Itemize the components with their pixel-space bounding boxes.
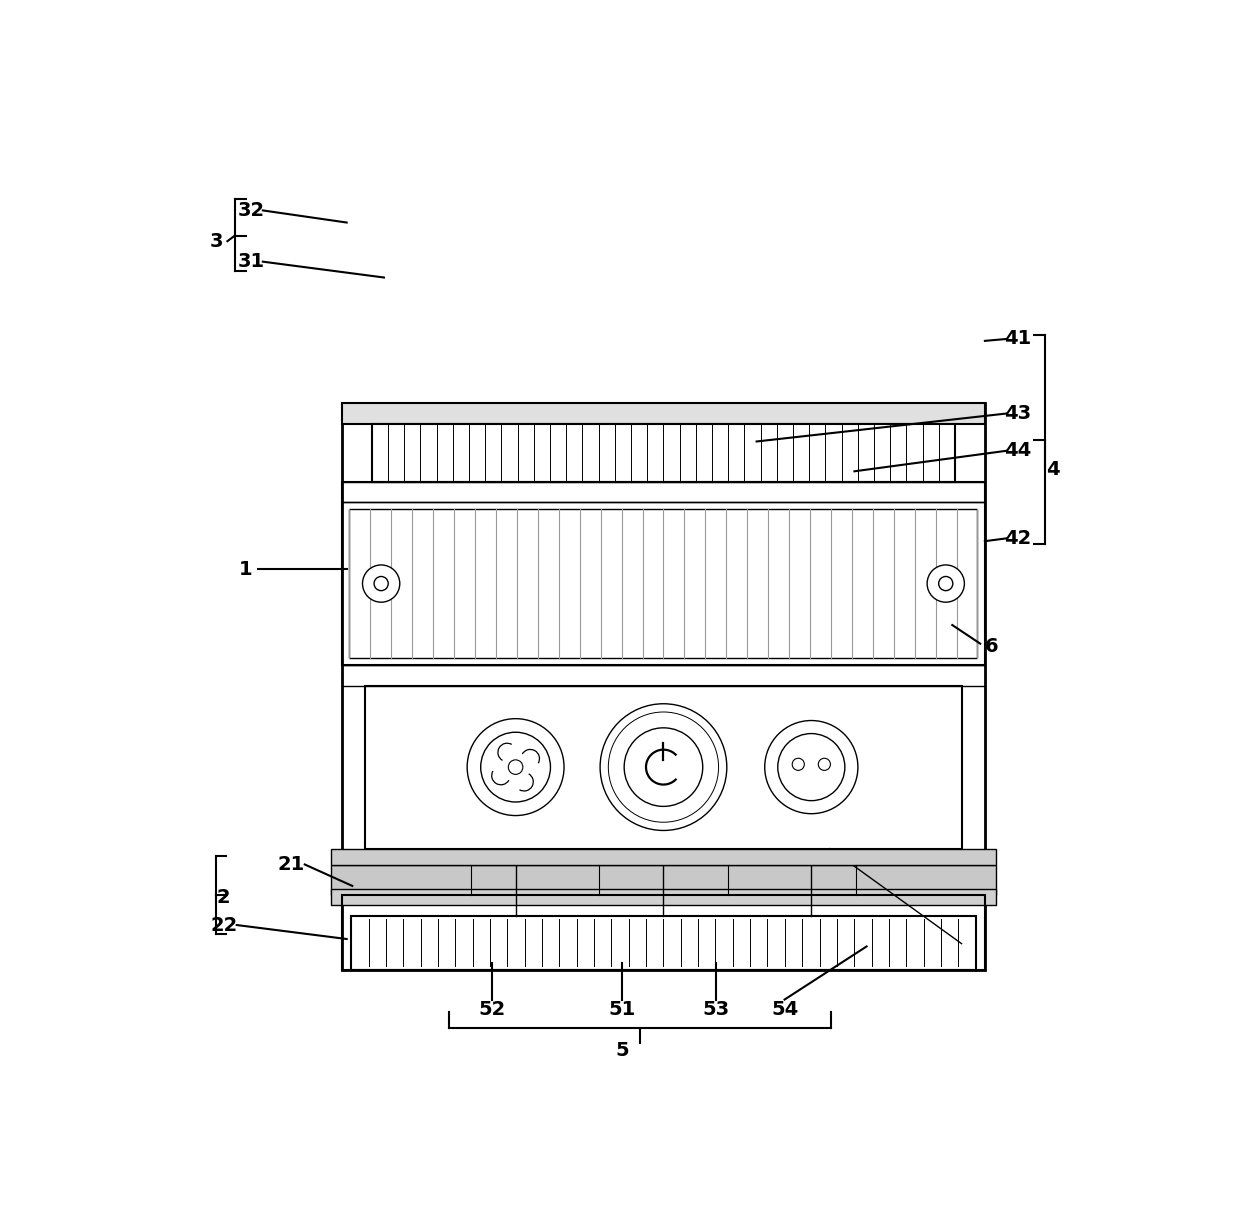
Circle shape	[818, 759, 831, 771]
Text: 5: 5	[615, 1042, 629, 1060]
Text: 1: 1	[239, 559, 253, 578]
Text: 31: 31	[238, 252, 265, 271]
Circle shape	[765, 720, 858, 813]
Bar	[342, 403, 985, 423]
Text: 43: 43	[1004, 404, 1030, 424]
Text: 6: 6	[985, 636, 998, 656]
Text: 41: 41	[1004, 329, 1032, 348]
Circle shape	[467, 719, 564, 816]
Circle shape	[928, 565, 965, 603]
Circle shape	[609, 711, 718, 823]
Circle shape	[508, 760, 523, 774]
Circle shape	[362, 565, 399, 603]
Text: 4: 4	[1047, 460, 1060, 479]
Bar	[331, 865, 996, 895]
Text: 32: 32	[238, 201, 265, 220]
Text: 2: 2	[217, 888, 231, 906]
Circle shape	[481, 732, 551, 802]
Text: 54: 54	[771, 1001, 799, 1019]
Bar	[342, 403, 985, 969]
Circle shape	[600, 704, 727, 830]
Bar	[351, 916, 976, 969]
Text: 42: 42	[1004, 529, 1032, 548]
Bar	[331, 848, 996, 865]
Text: 22: 22	[210, 916, 237, 934]
Bar	[342, 895, 985, 969]
Circle shape	[777, 733, 844, 801]
Circle shape	[792, 759, 805, 771]
Text: 21: 21	[278, 855, 304, 874]
Circle shape	[374, 576, 388, 590]
Circle shape	[624, 728, 703, 806]
Text: 3: 3	[210, 231, 223, 250]
Bar	[331, 889, 996, 905]
Bar	[372, 424, 955, 482]
Text: 51: 51	[609, 1001, 636, 1019]
Bar	[350, 509, 977, 658]
Text: 53: 53	[702, 1001, 729, 1019]
Bar	[366, 686, 961, 848]
Circle shape	[939, 576, 952, 590]
Bar	[342, 482, 985, 666]
Text: 52: 52	[479, 1001, 506, 1019]
Text: 44: 44	[1004, 442, 1032, 460]
